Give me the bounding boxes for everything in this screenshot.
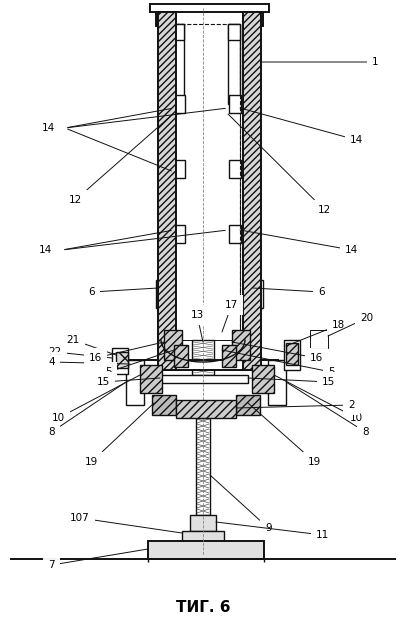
Bar (148, 541, 263, 559)
Bar (116, 352, 128, 368)
Bar (164, 330, 181, 360)
Bar (173, 95, 185, 113)
Bar (222, 345, 235, 367)
Text: 14: 14 (239, 230, 357, 255)
Text: 7: 7 (48, 549, 148, 570)
Text: 9: 9 (209, 475, 271, 533)
Bar (156, 280, 166, 308)
Bar (130, 360, 277, 370)
Bar (243, 12, 262, 26)
Text: 19: 19 (85, 403, 153, 467)
Bar (231, 330, 249, 360)
Bar (158, 12, 175, 370)
Text: 1: 1 (260, 57, 378, 67)
Bar (140, 365, 162, 393)
Bar (156, 12, 175, 26)
Text: 22: 22 (49, 347, 112, 358)
Bar (172, 24, 183, 104)
Text: 16: 16 (231, 342, 322, 363)
Bar (112, 348, 128, 374)
Bar (228, 95, 241, 113)
Bar (235, 395, 259, 415)
Text: 5: 5 (222, 350, 334, 377)
Text: 15: 15 (96, 377, 160, 387)
Bar (309, 330, 327, 348)
Bar (181, 531, 224, 541)
Bar (160, 375, 247, 383)
Text: 6: 6 (88, 287, 158, 297)
Text: 20: 20 (327, 313, 372, 336)
Bar (252, 365, 273, 393)
Bar (151, 395, 175, 415)
Text: 14: 14 (239, 108, 362, 145)
Bar (252, 280, 262, 308)
Text: 107: 107 (70, 513, 181, 533)
Text: 21: 21 (66, 335, 116, 355)
Text: 10: 10 (52, 375, 140, 423)
Text: 10: 10 (273, 375, 362, 423)
Bar (228, 24, 239, 40)
Text: ΤИГ. 6: ΤИГ. 6 (175, 600, 230, 616)
Text: 15: 15 (247, 377, 335, 387)
Bar (175, 400, 235, 418)
Text: 14: 14 (38, 245, 52, 255)
Bar (267, 360, 285, 405)
Text: 14: 14 (42, 123, 55, 133)
Bar (243, 12, 260, 370)
Text: 12: 12 (68, 114, 173, 205)
Bar (172, 24, 183, 40)
Text: 13: 13 (190, 310, 203, 342)
Bar (174, 345, 188, 367)
Bar (284, 340, 299, 370)
Bar (228, 160, 241, 178)
Bar (190, 515, 215, 531)
Bar (149, 4, 269, 12)
Text: 12: 12 (228, 114, 330, 215)
Bar (192, 340, 213, 375)
Bar (173, 225, 185, 243)
Text: 16: 16 (89, 342, 164, 363)
Bar (196, 418, 209, 515)
Text: 8: 8 (48, 382, 126, 437)
Text: 17: 17 (222, 300, 238, 332)
Text: 18: 18 (285, 320, 344, 346)
Text: 19: 19 (247, 403, 320, 467)
Bar (173, 160, 185, 178)
Text: 11: 11 (215, 522, 328, 540)
Text: 8: 8 (285, 382, 368, 437)
Bar (126, 360, 144, 405)
Bar (228, 24, 239, 104)
Bar (285, 343, 297, 365)
Text: 4: 4 (48, 357, 130, 367)
Bar (228, 225, 241, 243)
Text: 2: 2 (235, 400, 354, 410)
Text: 5: 5 (105, 350, 174, 377)
Text: 6: 6 (252, 287, 324, 297)
